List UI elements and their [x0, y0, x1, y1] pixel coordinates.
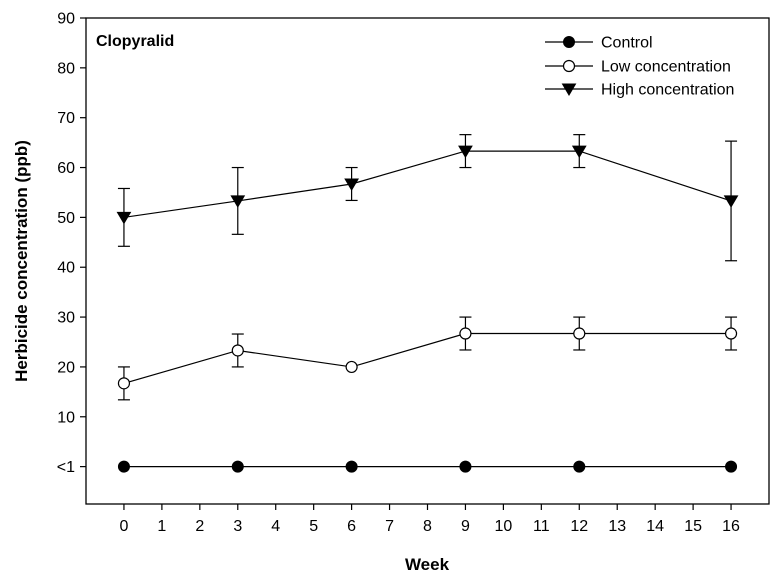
- legend-label: High concentration: [601, 82, 734, 99]
- data-point: [344, 178, 359, 191]
- legend-label: Control: [601, 35, 653, 52]
- x-tick-label: 16: [722, 518, 740, 535]
- y-tick-label: 80: [57, 60, 75, 77]
- panel-label: Clopyralid: [96, 33, 174, 50]
- x-tick-label: 12: [570, 518, 588, 535]
- x-tick-label: 7: [385, 518, 394, 535]
- data-point: [459, 460, 472, 473]
- series-control: [117, 460, 738, 473]
- y-axis: <1 10 20 30 40 50 60 70 80 90: [57, 11, 86, 476]
- y-tick-label: 90: [57, 11, 75, 28]
- legend-label: Low concentration: [601, 59, 731, 76]
- y-tick-label: 60: [57, 160, 75, 177]
- x-tick-label: 4: [271, 518, 280, 535]
- y-tick-label: 30: [57, 310, 75, 327]
- series-line: [123, 332, 732, 384]
- data-point: [573, 327, 586, 340]
- data-point: [345, 360, 358, 374]
- data-point: [230, 195, 246, 208]
- data-point: [116, 211, 132, 225]
- x-tick-label: 5: [309, 518, 318, 535]
- y-tick-label: 10: [57, 409, 75, 426]
- x-tick-label: 14: [646, 518, 664, 535]
- y-tick-label: 50: [57, 210, 75, 227]
- y-tick-label: 20: [57, 359, 75, 376]
- x-tick-label: 15: [684, 518, 702, 535]
- legend-item: Low concentration: [545, 59, 731, 76]
- legend: Control Low concentration High concentrati…: [545, 35, 734, 99]
- x-tick-label: 0: [119, 518, 128, 535]
- x-tick-label: 3: [233, 518, 242, 535]
- legend-marker: [562, 59, 576, 73]
- x-tick-label: 8: [423, 518, 432, 535]
- y-tick-label: 40: [57, 260, 75, 277]
- data-point: [723, 195, 739, 208]
- legend-marker: [563, 36, 575, 48]
- data-point: [117, 460, 130, 473]
- y-axis-title: Herbicide concentration (ppb): [12, 140, 31, 382]
- legend-item: Control: [545, 35, 653, 52]
- y-tick-label: 70: [57, 110, 75, 127]
- x-tick-label: 9: [461, 518, 470, 535]
- x-tick-label: 13: [608, 518, 626, 535]
- x-tick-label: 6: [347, 518, 356, 535]
- x-tick-label: 2: [195, 518, 204, 535]
- series-low-concentration: [117, 316, 738, 401]
- series-high-concentration: [116, 134, 739, 262]
- data-point: [725, 460, 738, 473]
- x-tick-label: 10: [494, 518, 512, 535]
- legend-marker: [561, 83, 577, 96]
- data-point: [345, 460, 358, 473]
- data-point: [458, 145, 473, 159]
- data-point: [459, 327, 472, 340]
- x-tick-label: 11: [533, 518, 550, 535]
- series-line: [123, 150, 732, 218]
- data-point: [231, 344, 244, 357]
- x-axis: 0 1 2 3 4 5 6 7 8 9 10 11 12 13 14 15 16: [119, 504, 740, 535]
- data-point: [573, 460, 586, 473]
- legend-item: High concentration: [545, 82, 734, 99]
- x-axis-title: Week: [405, 555, 450, 574]
- data-point: [117, 377, 131, 390]
- series-layer: [116, 134, 739, 473]
- data-point: [571, 145, 587, 159]
- y-tick-label: <1: [57, 459, 75, 476]
- data-point: [231, 460, 244, 473]
- data-point: [724, 327, 738, 340]
- x-tick-label: 1: [157, 518, 166, 535]
